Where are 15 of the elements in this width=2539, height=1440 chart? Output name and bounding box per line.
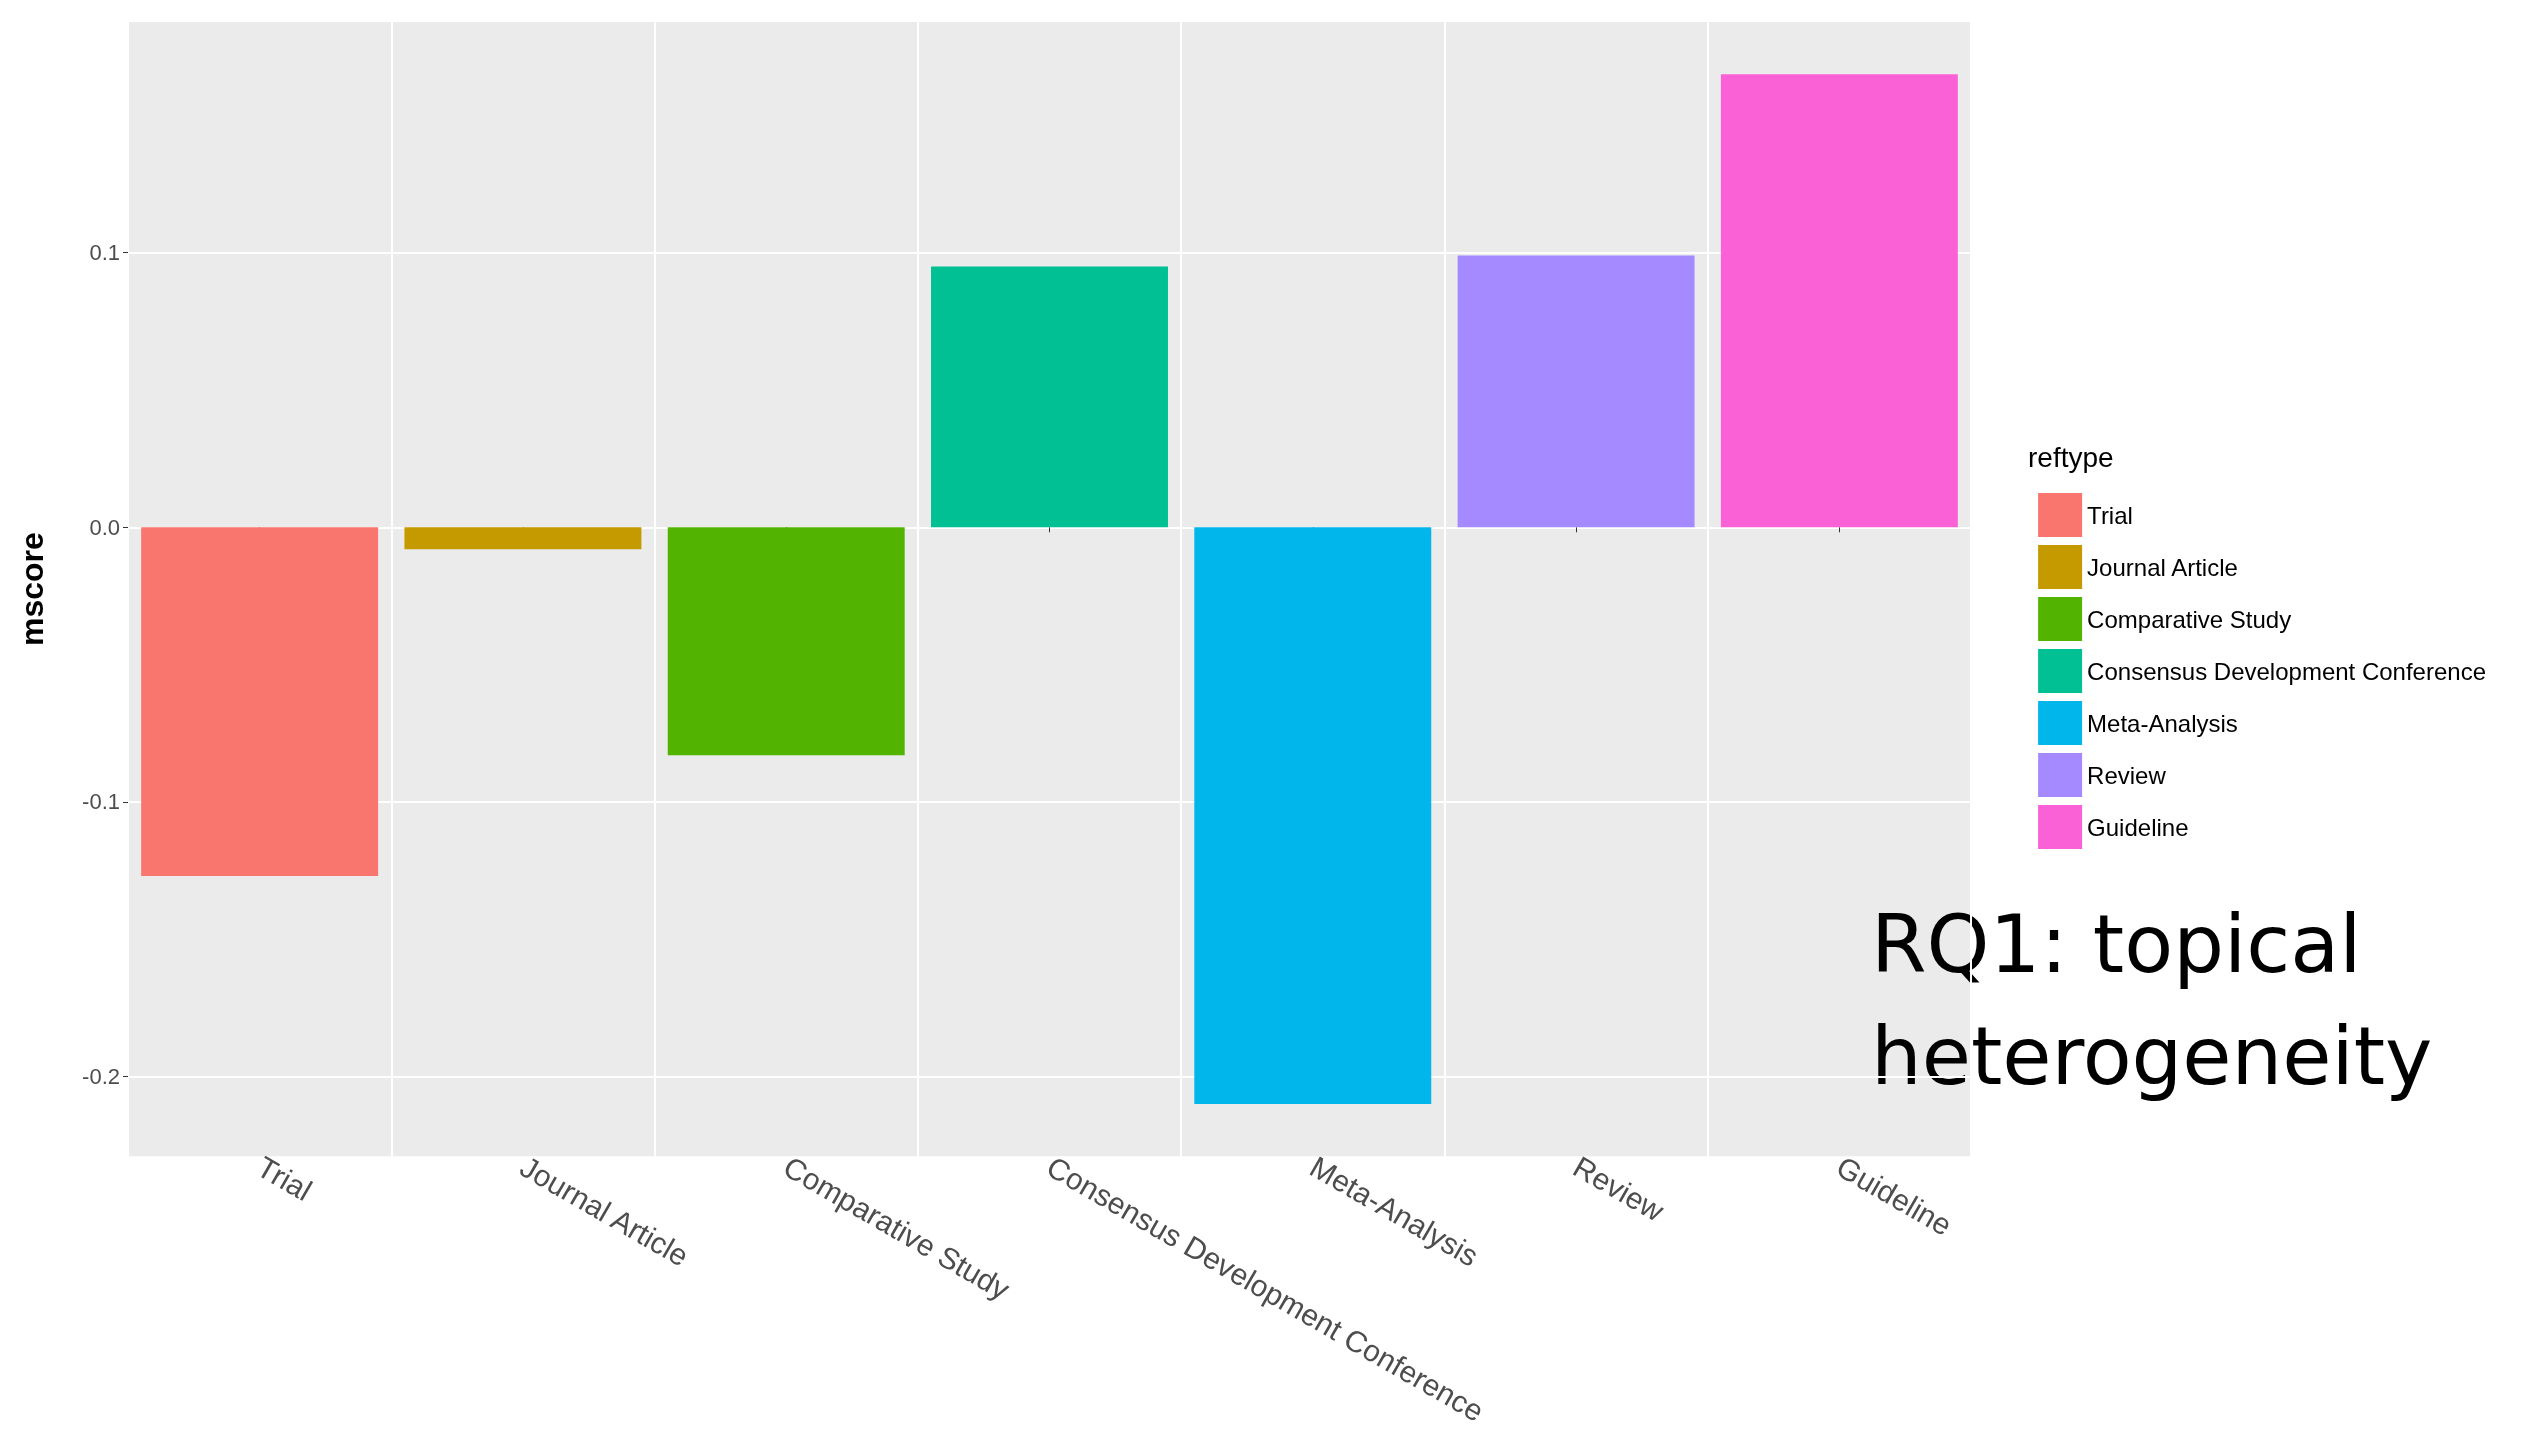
legend-title: reftype	[2028, 441, 2114, 473]
y-tick-label: -0.1	[82, 789, 120, 815]
legend-label: Consensus Development Conference	[2087, 657, 2487, 685]
y-tick-label: 0.1	[89, 240, 120, 266]
legend-label: Guideline	[2087, 813, 2189, 841]
y-axis-title: mscore	[14, 532, 50, 647]
y-tick-label: -0.2	[82, 1064, 120, 1090]
legend-label: Journal Article	[2087, 553, 2238, 581]
x-tick-label: Trial	[251, 1149, 318, 1208]
legend-label: Meta-Analysis	[2087, 709, 2238, 737]
legend-label: Trial	[2087, 501, 2133, 529]
y-tick-label: 0.0	[89, 514, 120, 540]
legend-label: Comparative Study	[2087, 605, 2292, 633]
legend-label: Review	[2087, 761, 2167, 789]
annotation: RQ1: topical heterogeneity	[1871, 897, 2433, 1103]
